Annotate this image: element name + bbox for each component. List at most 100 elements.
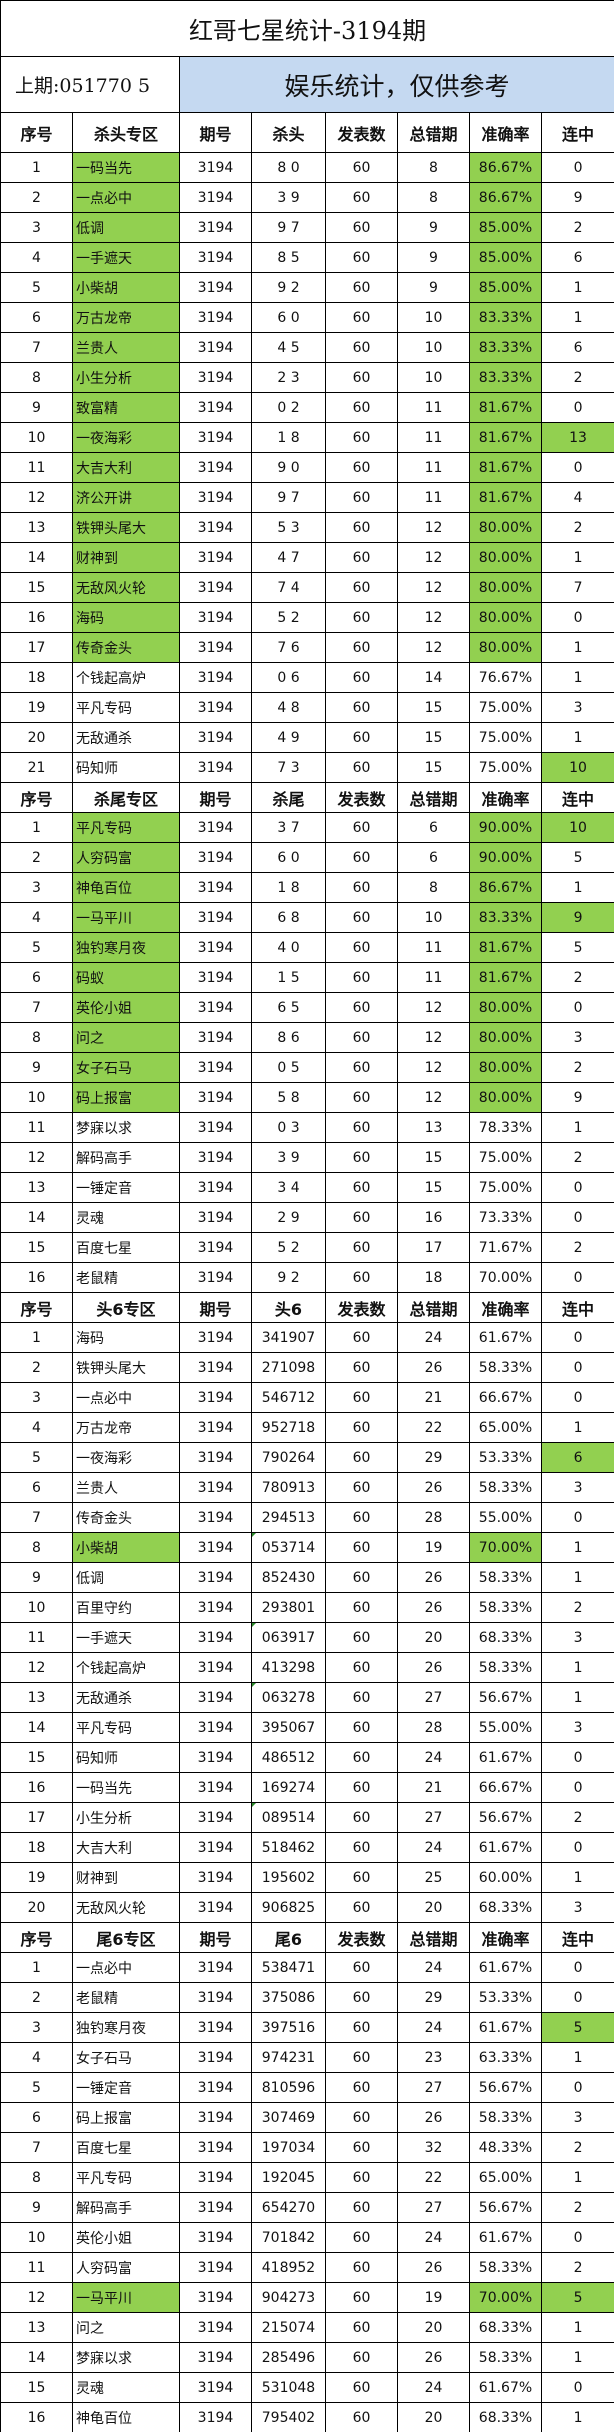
cell-value: 307469 <box>251 2102 326 2133</box>
cell-seq: 4 <box>0 2042 73 2073</box>
cell-count: 60 <box>325 2192 398 2223</box>
cell-period: 3194 <box>179 362 252 393</box>
table-row: 16 海码 3194 5 2 60 12 80.00% 0 <box>0 602 614 633</box>
cell-errors: 26 <box>397 2342 470 2373</box>
cell-rate: 80.00% <box>469 1052 542 1083</box>
cell-errors: 32 <box>397 2132 470 2163</box>
cell-streak: 0 <box>540 1202 614 1233</box>
cell-rate: 90.00% <box>469 812 542 843</box>
cell-rate: 68.33% <box>469 1622 542 1653</box>
cell-count: 60 <box>325 182 398 213</box>
cell-count: 60 <box>325 1022 398 1053</box>
cell-errors: 23 <box>397 2042 470 2073</box>
cell-rate: 75.00% <box>469 722 542 753</box>
cell-value: 906825 <box>251 1892 326 1923</box>
cell-period: 3194 <box>179 2222 252 2253</box>
cell-value: 413298 <box>251 1652 326 1683</box>
cell-name: 济公开讲 <box>72 482 180 513</box>
cell-count: 60 <box>325 1682 398 1713</box>
table-row: 18 个钱起高炉 3194 0 6 60 14 76.67% 1 <box>0 662 614 693</box>
table-row: 13 问之 3194 215074 60 20 68.33% 1 <box>0 2312 614 2343</box>
table-row: 20 无敌通杀 3194 4 9 60 15 75.00% 1 <box>0 722 614 753</box>
cell-streak: 3 <box>540 1472 614 1503</box>
cell-seq: 16 <box>0 1262 73 1293</box>
cell-period: 3194 <box>179 1712 252 1743</box>
cell-value: 654270 <box>251 2192 326 2223</box>
cell-name: 一点必中 <box>72 1382 180 1413</box>
cell-name: 小生分析 <box>72 362 180 393</box>
cell-period: 3194 <box>179 332 252 363</box>
cell-value: 1 8 <box>251 422 326 453</box>
section-header-row: 序号 杀尾专区 期号 杀尾 发表数 总错期 准确率 连中 <box>0 782 614 813</box>
table-row: 10 一夜海彩 3194 1 8 60 11 81.67% 13 <box>0 422 614 453</box>
cell-errors: 20 <box>397 2402 470 2432</box>
cell-errors: 27 <box>397 2192 470 2223</box>
cell-errors: 16 <box>397 1202 470 1233</box>
cell-value: 192045 <box>251 2162 326 2193</box>
cell-seq: 11 <box>0 1112 73 1143</box>
cell-seq: 10 <box>0 1082 73 1113</box>
cell-name: 码上报富 <box>72 2102 180 2133</box>
cell-streak: 3 <box>540 1892 614 1923</box>
cell-rate: 68.33% <box>469 2402 542 2432</box>
last-draw: 上期:051770 5 <box>0 56 180 113</box>
cell-count: 60 <box>325 902 398 933</box>
cell-seq: 16 <box>0 1772 73 1803</box>
cell-period: 3194 <box>179 572 252 603</box>
cell-value: 7 6 <box>251 632 326 663</box>
table-row: 8 小柴胡 3194 053714 60 19 70.00% 1 <box>0 1532 614 1563</box>
cell-name: 解码高手 <box>72 1142 180 1173</box>
cell-name: 老鼠精 <box>72 1262 180 1293</box>
cell-name: 独钓寒月夜 <box>72 2012 180 2043</box>
cell-errors: 17 <box>397 1232 470 1263</box>
cell-seq: 12 <box>0 1142 73 1173</box>
cell-count: 60 <box>325 872 398 903</box>
cell-count: 60 <box>325 2402 398 2432</box>
cell-seq: 10 <box>0 422 73 453</box>
cell-streak: 1 <box>540 1652 614 1683</box>
cell-period: 3194 <box>179 1472 252 1503</box>
cell-value: 9 2 <box>251 272 326 303</box>
cell-seq: 8 <box>0 1022 73 1053</box>
cell-value: 9 7 <box>251 482 326 513</box>
cell-count: 60 <box>325 422 398 453</box>
table-row: 13 无敌通杀 3194 063278 60 27 56.67% 1 <box>0 1682 614 1713</box>
cell-value: 7 3 <box>251 752 326 783</box>
cell-name: 个钱起高炉 <box>72 1652 180 1683</box>
cell-streak: 6 <box>540 1442 614 1473</box>
cell-streak: 1 <box>540 302 614 333</box>
cell-seq: 13 <box>0 2312 73 2343</box>
cell-name: 灵魂 <box>72 2372 180 2403</box>
cell-count: 60 <box>325 2222 398 2253</box>
cell-streak: 3 <box>540 692 614 723</box>
cell-name: 铁钾头尾大 <box>72 1352 180 1383</box>
cell-streak: 1 <box>540 1532 614 1563</box>
cell-errors: 25 <box>397 1862 470 1893</box>
column-header-period: 期号 <box>179 782 252 813</box>
cell-count: 60 <box>325 1892 398 1923</box>
cell-streak: 1 <box>540 2312 614 2343</box>
cell-period: 3194 <box>179 1952 252 1983</box>
cell-seq: 7 <box>0 992 73 1023</box>
cell-seq: 14 <box>0 1202 73 1233</box>
cell-seq: 15 <box>0 572 73 603</box>
cell-rate: 58.33% <box>469 1652 542 1683</box>
cell-period: 3194 <box>179 272 252 303</box>
cell-errors: 12 <box>397 542 470 573</box>
cell-period: 3194 <box>179 1532 252 1563</box>
cell-name: 一马平川 <box>72 902 180 933</box>
cell-value: 3 9 <box>251 182 326 213</box>
cell-count: 60 <box>325 1082 398 1113</box>
cell-period: 3194 <box>179 1052 252 1083</box>
cell-streak: 0 <box>540 2072 614 2103</box>
cell-name: 小生分析 <box>72 1802 180 1833</box>
cell-errors: 12 <box>397 602 470 633</box>
cell-count: 60 <box>325 1532 398 1563</box>
cell-count: 60 <box>325 962 398 993</box>
cell-count: 60 <box>325 572 398 603</box>
cell-errors: 9 <box>397 272 470 303</box>
cell-period: 3194 <box>179 182 252 213</box>
cell-seq: 4 <box>0 1412 73 1443</box>
cell-value: 341907 <box>251 1322 326 1353</box>
cell-streak: 0 <box>540 1382 614 1413</box>
